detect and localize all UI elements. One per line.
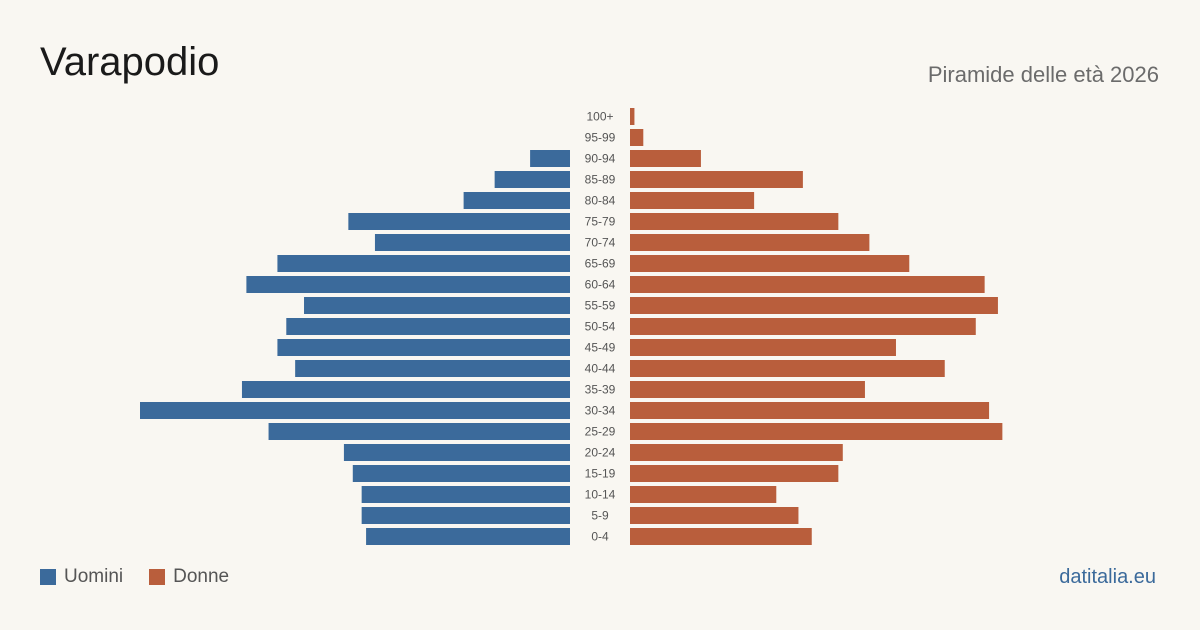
age-label-65-69: 65-69: [585, 257, 616, 271]
bar-men-15-19: [352, 465, 570, 482]
page-title: Varapodio: [40, 40, 220, 84]
age-label-100plus: 100+: [586, 110, 613, 124]
source-link[interactable]: datitalia.eu: [1059, 566, 1156, 588]
age-label-35-39: 35-39: [585, 383, 616, 397]
age-label-75-79: 75-79: [585, 215, 616, 229]
bar-men-50-54: [286, 318, 570, 335]
bar-women-35-39: [630, 381, 865, 398]
legend-swatch-men: [40, 569, 56, 585]
bar-men-75-79: [348, 213, 570, 230]
age-label-30-34: 30-34: [585, 404, 616, 418]
bar-men-70-74: [374, 234, 570, 251]
legend-swatch-women: [149, 569, 166, 585]
bar-women-95-99: [630, 129, 644, 146]
age-label-0-4: 0-4: [591, 530, 609, 544]
bar-women-100plus: [630, 108, 635, 125]
bar-women-55-59: [630, 297, 998, 314]
age-label-60-64: 60-64: [585, 278, 616, 292]
bar-women-30-34: [630, 402, 990, 419]
bar-women-70-74: [630, 234, 870, 251]
bar-men-20-24: [343, 444, 570, 461]
age-label-40-44: 40-44: [585, 362, 616, 376]
bar-women-80-84: [630, 192, 755, 209]
bar-men-45-49: [277, 339, 570, 356]
age-label-90-94: 90-94: [585, 152, 616, 166]
bar-men-25-29: [268, 423, 570, 440]
bar-men-30-34: [140, 402, 570, 419]
age-label-50-54: 50-54: [585, 320, 616, 334]
chart-subtitle: Piramide delle età 2026: [927, 62, 1159, 87]
bar-women-40-44: [630, 360, 945, 377]
age-label-20-24: 20-24: [585, 446, 616, 460]
chart-legend: Uomini Donne: [40, 566, 229, 588]
age-label-25-29: 25-29: [585, 425, 616, 439]
age-label-55-59: 55-59: [585, 299, 616, 313]
bar-women-50-54: [630, 318, 976, 335]
bar-men-55-59: [304, 297, 570, 314]
age-label-80-84: 80-84: [585, 194, 616, 208]
bar-men-60-64: [246, 276, 570, 293]
bar-men-5-9: [361, 507, 570, 524]
bar-women-45-49: [630, 339, 896, 356]
bar-women-60-64: [630, 276, 985, 293]
age-label-5-9: 5-9: [591, 509, 609, 523]
age-label-45-49: 45-49: [585, 341, 616, 355]
bar-women-75-79: [630, 213, 839, 230]
age-label-15-19: 15-19: [585, 467, 616, 481]
age-label-95-99: 95-99: [585, 131, 616, 145]
bar-women-65-69: [630, 255, 910, 272]
bar-women-15-19: [630, 465, 839, 482]
bar-women-20-24: [630, 444, 843, 461]
legend-item-women: Donne: [149, 566, 229, 588]
bar-men-85-89: [494, 171, 570, 188]
bar-men-0-4: [366, 528, 570, 545]
age-label-70-74: 70-74: [585, 236, 616, 250]
bar-men-40-44: [295, 360, 570, 377]
legend-item-men: Uomini: [40, 566, 123, 588]
bar-men-90-94: [530, 150, 570, 167]
bar-men-35-39: [241, 381, 571, 398]
legend-label-men: Uomini: [64, 566, 124, 587]
bar-women-25-29: [630, 423, 1003, 440]
bar-women-0-4: [630, 528, 812, 545]
legend-label-women: Donne: [173, 566, 230, 587]
bar-women-10-14: [630, 486, 777, 503]
bar-men-10-14: [361, 486, 570, 503]
bar-women-85-89: [630, 171, 803, 188]
bar-women-5-9: [630, 507, 799, 524]
bar-men-65-69: [277, 255, 570, 272]
bar-men-80-84: [463, 192, 570, 209]
age-label-85-89: 85-89: [585, 173, 616, 187]
age-label-10-14: 10-14: [585, 488, 616, 502]
bar-women-90-94: [630, 150, 701, 167]
